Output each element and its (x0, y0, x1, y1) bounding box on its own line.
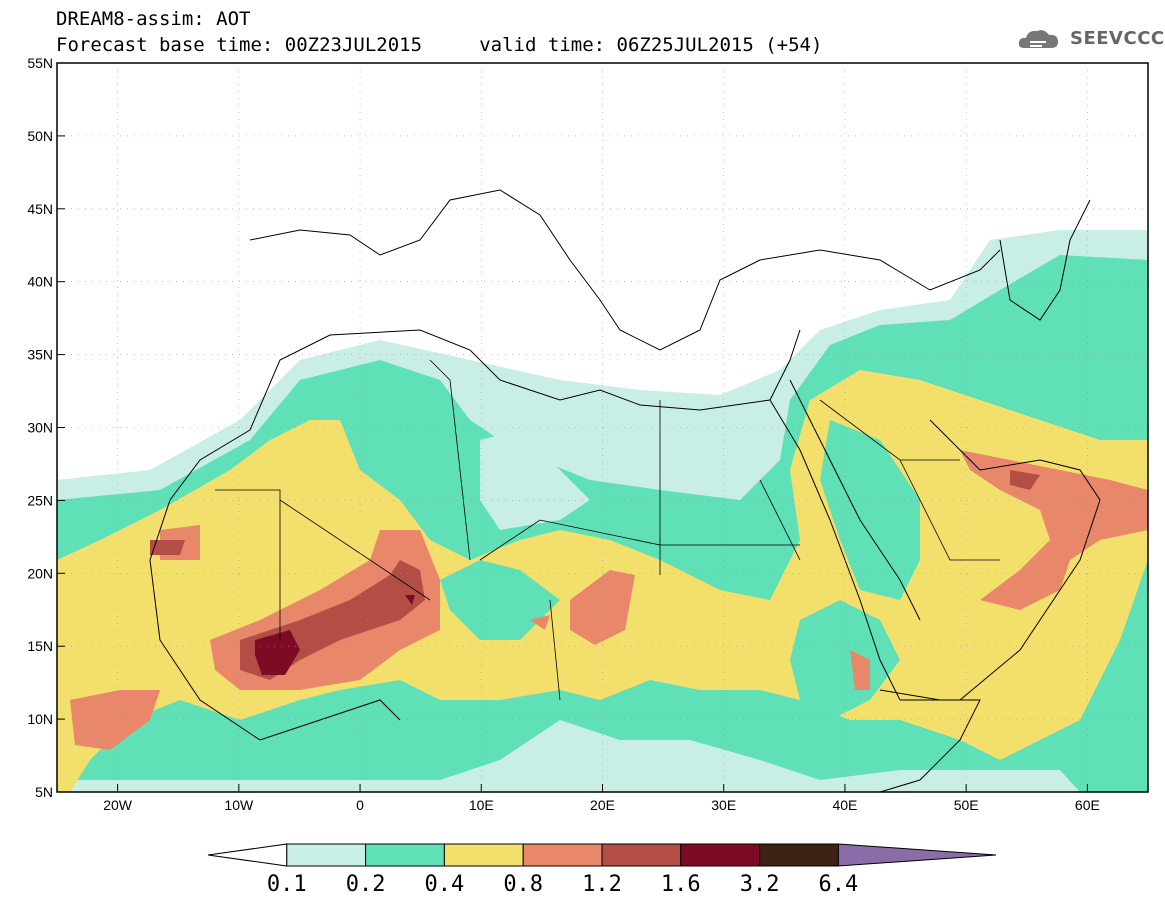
lon-label: 60E (1075, 797, 1100, 813)
cloud-icon (1018, 30, 1058, 48)
lon-label: 30E (711, 797, 736, 813)
logo-text: SEEVCCC (1070, 28, 1165, 49)
colorbar-label: 1.2 (582, 872, 622, 897)
aot-field-1.6 (255, 595, 415, 675)
lat-label: 30N (27, 420, 53, 436)
lat-label: 20N (27, 565, 53, 581)
aot-field-0.1-pocket (480, 430, 590, 530)
colorbar-segment (680, 843, 761, 867)
europe-coastline (249, 189, 1001, 351)
map-title: DREAM8-assim: AOT (56, 8, 251, 30)
lat-label: 50N (27, 128, 53, 144)
aot-field-1.2 (150, 470, 1040, 680)
lat-label: 45N (27, 201, 53, 217)
lon-label: 10W (224, 797, 254, 813)
colorbar-segment (365, 843, 445, 867)
lon-label: 40E (832, 797, 857, 813)
colorbar-label: 0.2 (345, 872, 386, 897)
lon-label: 10E (469, 797, 494, 813)
lat-label: 5N (35, 784, 53, 800)
colorbar-under-triangle (207, 843, 288, 867)
colorbar-label: 3.2 (739, 872, 780, 897)
lat-label: 10N (27, 711, 53, 727)
colorbar-segment (759, 843, 839, 867)
colorbar-label: 1.6 (660, 872, 701, 897)
lat-label: 35N (27, 347, 53, 363)
lat-label: 15N (27, 638, 53, 654)
colorbar-segment (522, 843, 603, 867)
lon-label: 50E (954, 797, 979, 813)
lat-label: 55N (27, 55, 53, 71)
colorbar-over-triangle (837, 843, 997, 867)
lon-label: 20E (590, 797, 615, 813)
lon-label: 0 (356, 797, 364, 813)
aot-field-0.8 (70, 450, 1148, 750)
africa-west-coastline (149, 429, 401, 741)
colorbar-segment (443, 843, 524, 867)
aot-field-0.2-band (440, 420, 920, 720)
colorbar-label: 0.4 (424, 872, 465, 897)
borders (215, 359, 1000, 701)
gridlines (57, 62, 1148, 793)
forecast-time-subtitle: Forecast base time: 00Z23JUL2015 valid t… (56, 34, 823, 56)
colorbar-label: 0.8 (503, 872, 544, 897)
lat-label: 40N (27, 274, 53, 290)
aot-shaded-fields (57, 230, 1148, 792)
colorbar-segment (601, 843, 682, 867)
coastlines (149, 189, 1101, 792)
colorbar-label: 0.1 (266, 872, 307, 897)
lon-label: 20W (103, 797, 133, 813)
horn-africa-coastline (879, 689, 981, 792)
colorbar-label: 6.4 (818, 872, 859, 897)
arabia-coastline (900, 419, 1101, 701)
caspian-coastline (999, 199, 1091, 321)
axis-ticks: 20W 10W 0 10E 20E 30E 40E 50E 60E 55N 50N 45N 40N 35N… (27, 55, 1100, 813)
lat-label: 25N (27, 492, 53, 508)
colorbar-segment (286, 843, 367, 867)
